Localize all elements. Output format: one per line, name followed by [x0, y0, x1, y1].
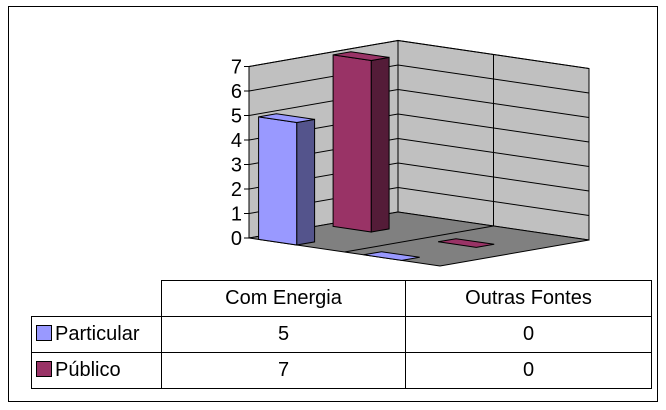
floor-divider: [344, 225, 494, 253]
data-cell: 5: [161, 316, 406, 353]
y-tick-label: 5: [231, 106, 242, 128]
data-table: Com Energia Outras Fontes Particular 5 0…: [31, 280, 652, 389]
bar-side-face: [296, 118, 316, 246]
data-cell: 7: [161, 352, 406, 389]
table-row: Particular 5 0: [31, 316, 652, 353]
bar-top-face: [333, 51, 390, 62]
legend-swatch-publico: [36, 361, 52, 377]
gridline: [248, 64, 590, 94]
bar-top-face: [438, 238, 495, 248]
y-tick-label: 4: [231, 130, 242, 152]
y-tick-label: 6: [231, 81, 242, 103]
y-tick-label: 0: [231, 228, 242, 250]
bar-0-1: [363, 251, 420, 261]
category-header: Com Energia: [161, 280, 406, 317]
legend-entry-publico: Público: [31, 352, 162, 389]
legend-swatch-particular: [36, 325, 52, 341]
series-name: Público: [55, 359, 121, 381]
y-tick-label: 3: [231, 155, 242, 177]
series-name: Particular: [55, 323, 140, 345]
table-row: Público 7 0: [31, 352, 652, 389]
y-axis-ticks: 01 23 45 67: [231, 57, 249, 250]
bar-top-face: [258, 113, 315, 124]
y-tick-label: 2: [231, 179, 242, 201]
bar-front-face: [258, 116, 298, 246]
category-header: Outras Fontes: [405, 280, 652, 317]
y-tick-label: 7: [231, 57, 242, 79]
bar-top-face: [363, 251, 420, 261]
bar-side-face: [370, 56, 390, 233]
data-cell: 0: [405, 352, 652, 389]
bar-1-1: [438, 238, 495, 248]
table-header-row: Com Energia Outras Fontes: [31, 280, 652, 317]
table-corner-cell: [31, 280, 162, 317]
bar-0-0: [258, 113, 316, 246]
gridline: [248, 88, 590, 118]
bars: [258, 51, 495, 261]
y-tick-label: 1: [231, 204, 242, 226]
bar-front-face: [332, 54, 372, 233]
data-cell: 0: [405, 316, 652, 353]
legend-entry-particular: Particular: [31, 316, 162, 353]
gridline: [248, 39, 590, 69]
bar-1-0: [332, 51, 390, 233]
